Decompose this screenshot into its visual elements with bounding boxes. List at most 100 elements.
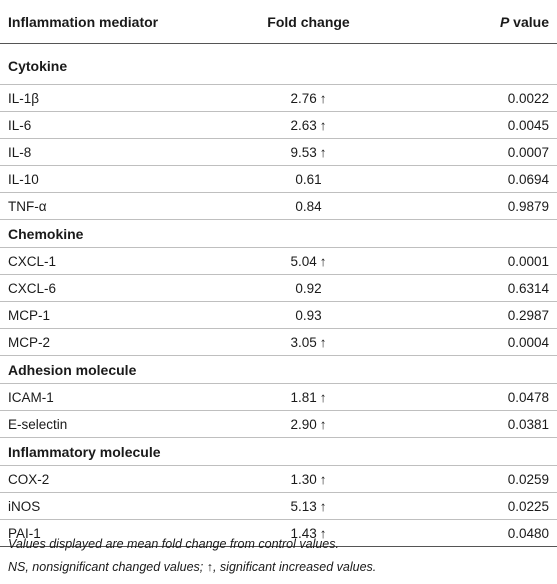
fold-change-value: 5.13 — [290, 498, 317, 514]
mediator-name: IL-10 — [0, 165, 230, 193]
table-row: MCP-2 3.05 ↑ 0.0004 — [0, 328, 557, 356]
increase-arrow-icon: ↑ — [319, 471, 327, 487]
section-row: Adhesion molecule — [0, 355, 557, 384]
fold-change-cell: 0.84 — [230, 192, 387, 220]
p-value-cell: 0.0480 — [387, 519, 557, 547]
increase-arrow-icon: ↑ — [319, 144, 327, 160]
table-row: IL-10 0.61 0.0694 — [0, 165, 557, 193]
fold-change-cell: 2.90 ↑ — [230, 410, 387, 438]
table-row: CXCL-6 0.92 0.6314 — [0, 274, 557, 302]
p-value-cell: 0.0022 — [387, 84, 557, 112]
increase-arrow-icon: ↑ — [319, 389, 327, 405]
fold-change-cell: 9.53 ↑ — [230, 138, 387, 166]
table-row: COX-2 1.30 ↑ 0.0259 — [0, 465, 557, 493]
fold-change-value: 0.93 — [295, 307, 322, 323]
table-row: IL-8 9.53 ↑ 0.0007 — [0, 138, 557, 166]
fold-change-value: 5.04 — [290, 253, 317, 269]
table-header: Inflammation mediator Fold change P valu… — [0, 0, 557, 44]
mediator-name: COX-2 — [0, 465, 230, 493]
p-value-cell: 0.2987 — [387, 301, 557, 329]
p-value-cell: 0.0478 — [387, 383, 557, 411]
section-title: Cytokine — [0, 43, 557, 85]
mediator-name: iNOS — [0, 492, 230, 520]
p-value-cell: 0.9879 — [387, 192, 557, 220]
fold-change-cell: 0.93 — [230, 301, 387, 329]
p-value-cell: 0.0001 — [387, 247, 557, 275]
table-row: IL-6 2.63 ↑ 0.0045 — [0, 111, 557, 139]
header-fold-change: Fold change — [230, 0, 387, 44]
p-value-cell: 0.0045 — [387, 111, 557, 139]
section-row: Chemokine — [0, 219, 557, 248]
mediator-name: MCP-2 — [0, 328, 230, 356]
mediator-name: IL-6 — [0, 111, 230, 139]
increase-arrow-icon: ↑ — [319, 117, 327, 133]
table-row: MCP-1 0.93 0.2987 — [0, 301, 557, 329]
mediator-name: ICAM-1 — [0, 383, 230, 411]
inflammation-mediator-table: Inflammation mediator Fold change P valu… — [0, 0, 557, 547]
p-value-cell: 0.0694 — [387, 165, 557, 193]
fold-change-cell: 1.43 ↑ — [230, 519, 387, 547]
fold-change-cell: 5.13 ↑ — [230, 492, 387, 520]
increase-arrow-icon: ↑ — [319, 525, 327, 541]
p-value-cell: 0.0007 — [387, 138, 557, 166]
p-value-cell: 0.6314 — [387, 274, 557, 302]
table-row: IL-1β 2.76 ↑ 0.0022 — [0, 84, 557, 112]
increase-arrow-icon: ↑ — [319, 90, 327, 106]
table-row: ICAM-1 1.81 ↑ 0.0478 — [0, 383, 557, 411]
fold-change-cell: 5.04 ↑ — [230, 247, 387, 275]
p-value-cell: 0.0259 — [387, 465, 557, 493]
fold-change-value: 9.53 — [290, 144, 317, 160]
section-row: Inflammatory molecule — [0, 437, 557, 466]
p-value-cell: 0.0004 — [387, 328, 557, 356]
mediator-name: E-selectin — [0, 410, 230, 438]
mediator-name: MCP-1 — [0, 301, 230, 329]
footnote-line-1: Values displayed are mean fold change fr… — [8, 537, 339, 551]
increase-arrow-icon: ↑ — [319, 253, 327, 269]
fold-change-value: 1.43 — [290, 525, 317, 541]
table-row: TNF-α 0.84 0.9879 — [0, 192, 557, 220]
mediator-name: TNF-α — [0, 192, 230, 220]
section-title: Adhesion molecule — [0, 355, 557, 384]
fold-change-value: 2.63 — [290, 117, 317, 133]
mediator-name: CXCL-1 — [0, 247, 230, 275]
table-row: iNOS 5.13 ↑ 0.0225 — [0, 492, 557, 520]
increase-arrow-icon: ↑ — [319, 416, 327, 432]
fold-change-cell: 2.63 ↑ — [230, 111, 387, 139]
fold-change-cell: 0.61 — [230, 165, 387, 193]
fold-change-cell: 0.92 — [230, 274, 387, 302]
p-value-cell: 0.0225 — [387, 492, 557, 520]
p-value-cell: 0.0381 — [387, 410, 557, 438]
fold-change-cell: 1.81 ↑ — [230, 383, 387, 411]
mediator-table-container: Inflammation mediator Fold change P valu… — [0, 0, 557, 547]
header-p-letter: P — [499, 13, 510, 30]
table-row: PAI-1 1.43 ↑ 0.0480 — [0, 519, 557, 547]
table-footnotes: Values displayed are mean fold change fr… — [8, 533, 376, 579]
footnote-line-2: NS, nonsignificant changed values; ↑, si… — [8, 560, 377, 574]
section-title: Inflammatory molecule — [0, 437, 557, 466]
section-title: Chemokine — [0, 219, 557, 248]
mediator-name: IL-8 — [0, 138, 230, 166]
mediator-name: IL-1β — [0, 84, 230, 112]
fold-change-value: 2.90 — [290, 416, 317, 432]
header-row: Inflammation mediator Fold change P valu… — [0, 0, 557, 44]
fold-change-value: 3.05 — [290, 334, 317, 350]
fold-change-cell: 1.30 ↑ — [230, 465, 387, 493]
header-inflammation-mediator: Inflammation mediator — [0, 0, 230, 44]
table-body: Cytokine IL-1β 2.76 ↑ 0.0022 IL-6 2.63 ↑ 0.0045 I… — [0, 43, 557, 547]
table-row: CXCL-1 5.04 ↑ 0.0001 — [0, 247, 557, 275]
fold-change-value: 1.81 — [290, 389, 317, 405]
fold-change-value: 0.92 — [295, 280, 322, 296]
fold-change-cell: 2.76 ↑ — [230, 84, 387, 112]
fold-change-value: 0.84 — [295, 198, 322, 214]
mediator-name: PAI-1 — [0, 519, 230, 547]
header-p-value: P value — [387, 0, 557, 44]
header-value-word: value — [509, 13, 549, 30]
mediator-name: CXCL-6 — [0, 274, 230, 302]
section-row: Cytokine — [0, 43, 557, 85]
fold-change-value: 2.76 — [290, 90, 317, 106]
fold-change-value: 0.61 — [295, 171, 322, 187]
increase-arrow-icon: ↑ — [319, 334, 327, 350]
fold-change-cell: 3.05 ↑ — [230, 328, 387, 356]
increase-arrow-icon: ↑ — [319, 498, 327, 514]
table-row: E-selectin 2.90 ↑ 0.0381 — [0, 410, 557, 438]
